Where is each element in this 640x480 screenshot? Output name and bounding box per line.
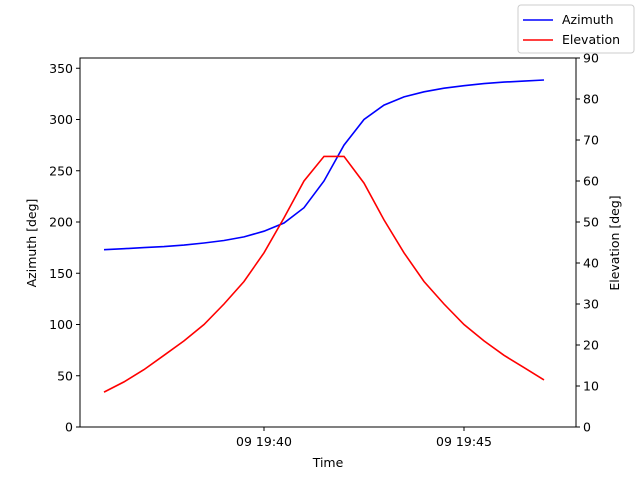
left-tick-label: 300 bbox=[49, 112, 73, 127]
left-axis-label: Azimuth [deg] bbox=[24, 199, 39, 288]
left-tick-label: 150 bbox=[49, 266, 73, 281]
right-tick-label: 80 bbox=[583, 92, 599, 107]
left-axis: 0 50 100 150 200 250 300 350 bbox=[49, 61, 80, 435]
legend-label-azimuth: Azimuth bbox=[562, 12, 614, 27]
right-tick-label: 60 bbox=[583, 174, 599, 189]
right-axis-label: Elevation [deg] bbox=[607, 195, 622, 290]
series-lines bbox=[103, 79, 545, 393]
left-tick-label: 350 bbox=[49, 61, 73, 76]
x-axis-label: Time bbox=[312, 455, 344, 470]
left-tick-label: 250 bbox=[49, 163, 73, 178]
right-tick-label: 10 bbox=[583, 379, 599, 394]
series-line-azimuth bbox=[103, 79, 545, 251]
right-tick-label: 20 bbox=[583, 338, 599, 353]
x-tick-label: 09 19:45 bbox=[436, 434, 492, 449]
legend: Azimuth Elevation bbox=[517, 4, 635, 54]
legend-box bbox=[517, 4, 635, 54]
right-tick-label: 0 bbox=[583, 420, 591, 435]
left-tick-label: 50 bbox=[57, 368, 73, 383]
left-tick-label: 100 bbox=[49, 317, 73, 332]
x-tick-label: 09 19:40 bbox=[236, 434, 292, 449]
legend-label-elevation: Elevation bbox=[562, 32, 620, 47]
right-tick-label: 50 bbox=[583, 215, 599, 230]
right-axis: 0 10 20 30 40 50 60 70 80 90 bbox=[576, 51, 599, 435]
left-tick-label: 200 bbox=[49, 215, 73, 230]
left-tick-label: 0 bbox=[65, 420, 73, 435]
right-tick-label: 90 bbox=[583, 51, 599, 66]
right-tick-label: 70 bbox=[583, 133, 599, 148]
right-tick-label: 40 bbox=[583, 256, 599, 271]
right-tick-label: 30 bbox=[583, 297, 599, 312]
x-axis: 09 19:40 09 19:45 bbox=[236, 427, 492, 449]
plot-frame bbox=[79, 57, 577, 428]
series-line-elevation bbox=[103, 155, 545, 393]
plot-border bbox=[79, 57, 577, 428]
